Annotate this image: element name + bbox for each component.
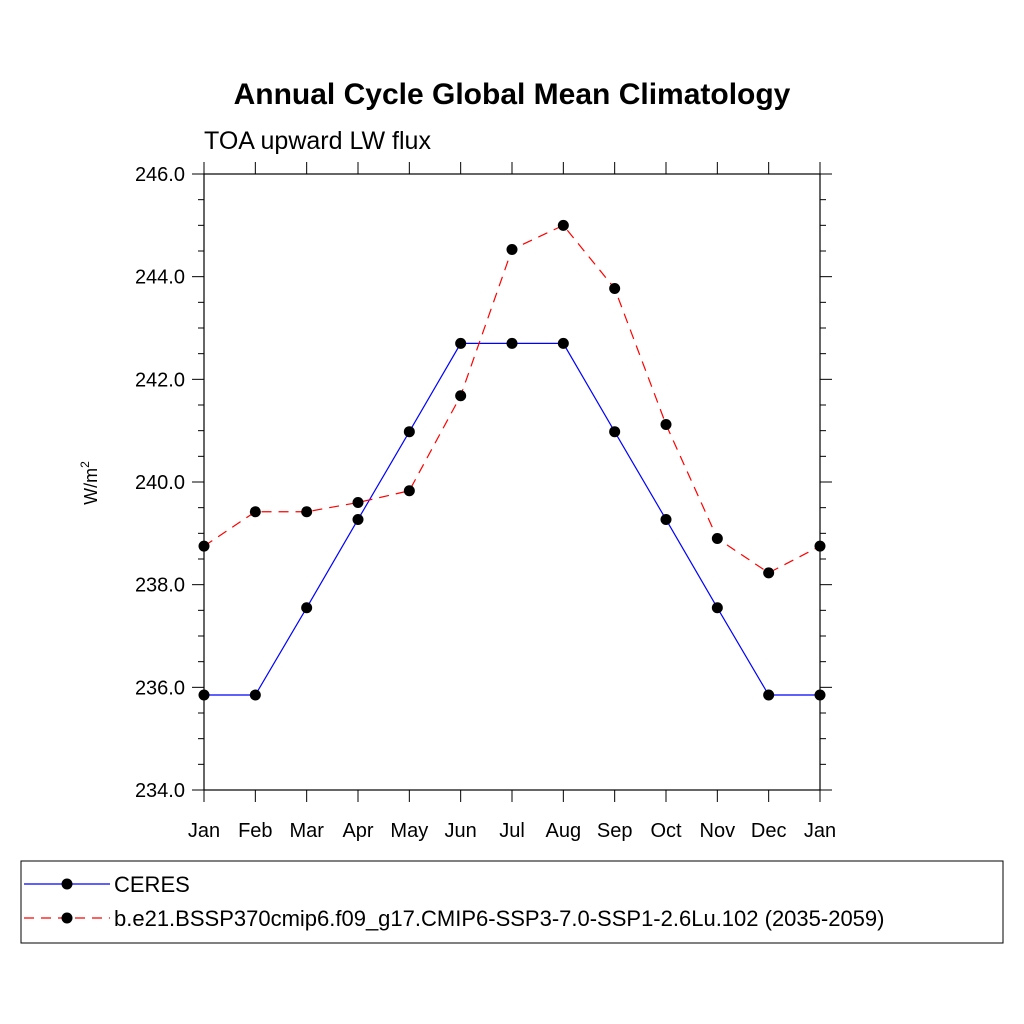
series-1-point <box>403 426 415 438</box>
series-1-point <box>198 689 210 701</box>
y-axis-label-text: W/m <box>81 468 101 505</box>
chart-title: Annual Cycle Global Mean Climatology <box>234 78 791 111</box>
plot-frame <box>203 173 821 791</box>
y-tick-label: 234.0 <box>135 780 185 802</box>
x-tick-label: Jan <box>188 820 220 842</box>
plot-area: Jan Feb Mar Apr May Jun Jul Aug Sep Oct Nov Dec Jan2… <box>135 162 836 842</box>
series-2-point <box>403 485 415 497</box>
series-2-point <box>814 540 826 552</box>
y-axis-label-superscript: 2 <box>78 461 92 468</box>
series-1-point <box>301 602 313 614</box>
series-2-point <box>660 419 672 431</box>
x-tick-label: Oct <box>650 820 682 842</box>
x-tick-label: Feb <box>238 820 272 842</box>
series-2-point <box>609 282 621 294</box>
x-tick-label: Sep <box>597 820 633 842</box>
series-1-point <box>609 426 621 438</box>
x-tick-label: Jan <box>804 820 836 842</box>
series-1-point <box>557 337 569 349</box>
legend-marker-2 <box>61 912 73 924</box>
x-tick-label: May <box>390 820 428 842</box>
series-2-point <box>352 497 364 509</box>
series-2-point <box>506 243 518 255</box>
legend-marker-1 <box>61 878 73 890</box>
series-2-point <box>711 532 723 544</box>
y-tick-label: 244.0 <box>135 267 185 289</box>
y-tick-label: 246.0 <box>135 164 185 186</box>
series-1-point <box>249 689 261 701</box>
series-1-point <box>763 689 775 701</box>
svg-text:W/m2: W/m2 <box>78 461 101 505</box>
x-tick-label: Nov <box>700 820 736 842</box>
series-2-point <box>249 506 261 518</box>
x-tick-label: Mar <box>289 820 324 842</box>
series-1-point <box>455 337 467 349</box>
series-1-point <box>711 602 723 614</box>
series-2-point <box>557 219 569 231</box>
x-tick-label: Apr <box>342 820 373 842</box>
series-2-point <box>455 390 467 402</box>
y-tick-label: 240.0 <box>135 472 185 494</box>
chart-subtitle: TOA upward LW flux <box>204 127 431 155</box>
series-2-point <box>301 506 313 518</box>
series-line-1 <box>204 342 820 696</box>
series-1-point <box>660 513 672 525</box>
y-tick-label: 236.0 <box>135 677 185 699</box>
series-1-point <box>506 337 518 349</box>
y-axis-label: W/m2 <box>78 461 101 505</box>
series-2-point <box>763 567 775 579</box>
series-line-2 <box>203 224 821 574</box>
x-tick-label: Aug <box>546 820 582 842</box>
legend-box <box>20 860 1004 944</box>
series-1-point <box>814 689 826 701</box>
x-tick-label: Jun <box>445 820 477 842</box>
legend-label-2: b.e21.BSSP370cmip6.f09_g17.CMIP6-SSP3-7.… <box>114 906 884 931</box>
series-1-point <box>352 513 364 525</box>
series-2-point <box>198 540 210 552</box>
legend-label-1: CERES <box>114 872 190 897</box>
x-tick-label: Dec <box>751 820 787 842</box>
y-tick-label: 242.0 <box>135 369 185 391</box>
y-tick-label: 238.0 <box>135 575 185 597</box>
legend: CERES b.e21.BSSP370cmip6.f09_g17.CMIP6-SS… <box>20 860 1004 944</box>
x-tick-label: Jul <box>499 820 525 842</box>
